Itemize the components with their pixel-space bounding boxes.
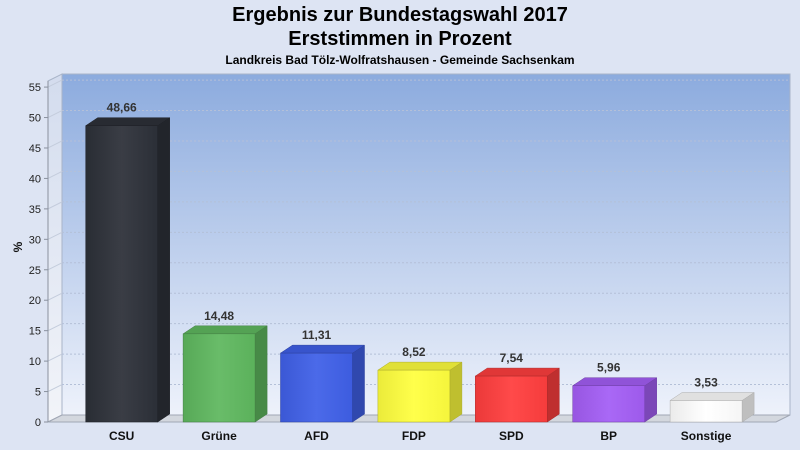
gridline-side: [47, 323, 63, 332]
bar-afd: [279, 344, 366, 423]
data-label: 3,53: [694, 376, 718, 390]
bar-fdp: [377, 361, 463, 423]
bar-front-face: [377, 369, 451, 423]
x-tick-label: SPD: [499, 429, 524, 443]
data-label: 5,96: [597, 361, 621, 375]
gridline-side: [47, 292, 63, 301]
y-tick-label: 5: [35, 387, 41, 399]
gridline-side: [47, 262, 63, 271]
data-label: 7,54: [500, 351, 524, 365]
y-tick-label: 15: [29, 326, 41, 338]
y-tick-label: 0: [35, 417, 41, 429]
y-tick-label: 25: [29, 265, 41, 277]
y-tick-label: 40: [29, 173, 41, 185]
x-tick-label: AFD: [304, 429, 329, 443]
gridline-side: [47, 231, 63, 240]
bar-side-face: [157, 117, 170, 423]
bar-grune: [182, 325, 268, 423]
plot-area: 0 5 10 15 20 25 30 35 40 45 50 55 48,66 14,48 11,31 8,…: [29, 73, 791, 443]
bar-front-face: [475, 375, 548, 423]
bar-front-face: [182, 333, 256, 423]
bar-sonstige: [669, 392, 755, 423]
data-label: 11,31: [302, 328, 332, 342]
chart-subtitle: Landkreis Bad Tölz-Wolfratshausen - Geme…: [225, 53, 574, 67]
gridline-side: [47, 140, 63, 149]
bar-top-face: [279, 344, 366, 354]
bar-top-face: [182, 325, 268, 335]
data-label: 8,52: [402, 345, 426, 359]
bar-front-face: [669, 400, 743, 423]
bar-spd: [474, 367, 561, 423]
y-tick-label: 10: [29, 356, 41, 368]
y-tick-label: 45: [29, 143, 41, 155]
bar-top-face: [84, 117, 171, 126]
gridline-side: [47, 201, 63, 210]
data-labels: 48,66 14,48 11,31 8,52 7,54 5,96 3,53: [107, 101, 718, 390]
y-axis-ticks: 0 5 10 15 20 25 30 35 40 45 50 55: [29, 82, 48, 429]
y-tick-label: 30: [29, 234, 41, 246]
bar-bp: [571, 377, 658, 423]
bar-top-face: [377, 361, 463, 371]
bar-top-face: [571, 377, 658, 386]
x-tick-label: Grüne: [201, 429, 237, 443]
bar-side-face: [547, 367, 560, 423]
y-axis-title: %: [11, 241, 25, 252]
gridline-side: [47, 170, 63, 179]
x-tick-label: BP: [600, 429, 617, 443]
y-tick-label: 20: [29, 295, 41, 307]
x-tick-label: CSU: [109, 429, 134, 443]
gridline-side: [47, 79, 63, 88]
y-tick-label: 35: [29, 204, 41, 216]
gridline-side: [47, 384, 63, 393]
bar-side-face: [352, 344, 365, 423]
bar-front-face: [85, 125, 158, 423]
x-tick-label: Sonstige: [681, 429, 732, 443]
y-tick-label: 55: [29, 82, 41, 94]
bar-csu: [84, 117, 171, 423]
gridline-side: [47, 110, 63, 118]
bar-side-face: [254, 325, 268, 423]
plot-left-wall: [47, 73, 63, 423]
data-label: 48,66: [107, 101, 137, 115]
x-axis-labels: CSU Grüne AFD FDP SPD BP Sonstige: [109, 429, 732, 443]
chart-title: Ergebnis zur Bundestagswahl 2017: [232, 4, 568, 26]
bar-top-face: [669, 392, 755, 401]
y-tick-label: 50: [29, 113, 41, 125]
data-label: 14,48: [204, 309, 234, 323]
bar-front-face: [572, 385, 645, 423]
x-tick-label: FDP: [402, 429, 426, 443]
chart-title-line-2: Erststimmen in Prozent: [288, 28, 512, 50]
gridline-side: [47, 353, 63, 362]
bar-top-face: [474, 367, 561, 377]
bars: [84, 117, 755, 423]
bar-side-face: [449, 361, 463, 423]
bar-front-face: [280, 352, 353, 423]
